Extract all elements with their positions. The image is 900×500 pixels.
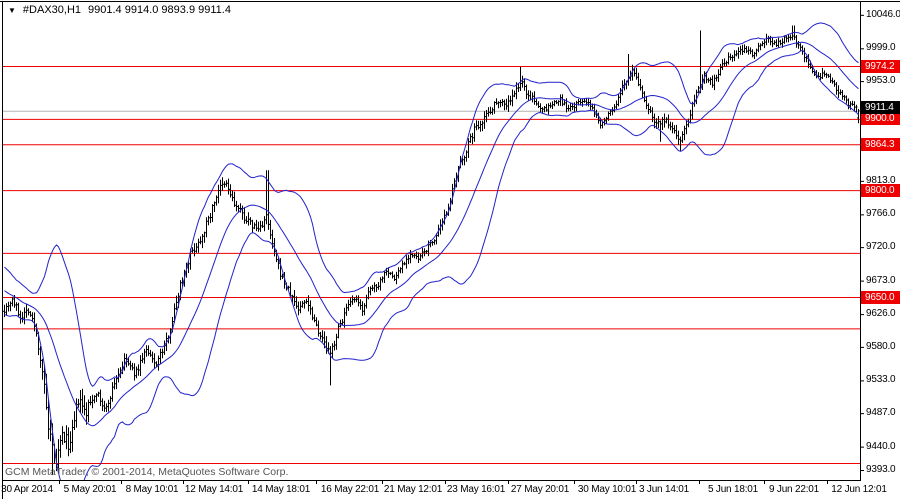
price-tick-label: 9766.0 [866, 208, 896, 220]
bollinger-lower-band [4, 49, 859, 480]
copyright-watermark: GCM MetaTrader, © 2001-2014, MetaQuotes … [5, 466, 289, 478]
price-tick-label: 9487.0 [866, 407, 896, 419]
time-tick-label: 3 Jun 14:01 [638, 484, 690, 495]
time-tick-label: 30 Apr 2014 [1, 484, 53, 495]
time-tick-label: 30 May 10:01 [577, 484, 637, 495]
time-tick-label: 9 Jun 22:01 [768, 484, 820, 495]
price-tick-label: 9580.0 [866, 340, 896, 352]
time-tick-label: 23 May 16:01 [446, 484, 506, 495]
price-axis-ticks [860, 14, 864, 471]
price-tick-label: 9626.0 [866, 308, 896, 320]
symbol-period-label: #DAX30,H1 [22, 4, 82, 16]
price-bars [4, 25, 859, 476]
price-tick-label: 9813.0 [866, 174, 896, 186]
price-bar-open-close-ticks [3, 35, 860, 465]
time-axis[interactable]: 30 Apr 2014 5 May 20:01 8 May 10:01 12 May … [0, 481, 900, 500]
time-axis-ticks [59, 480, 828, 484]
price-axis[interactable]: 10046.0 9999.0 9953.0 9813.0 9766.0 9720.0 967… [860, 0, 900, 480]
time-tick-label: 12 Jun 12:01 [831, 484, 887, 495]
bollinger-middle-band [4, 41, 859, 427]
horizontal-lines [3, 66, 860, 465]
chart-title-bar: ▼ #DAX30,H1 9901.4 9914.0 9893.9 9911.4 [8, 4, 231, 16]
price-tick-label: 10046.0 [866, 8, 900, 20]
hline-price-label: 9650.0 [861, 290, 900, 304]
price-tick-label: 9673.0 [866, 274, 896, 286]
time-tick-label: 5 Jun 18:01 [707, 484, 759, 495]
price-tick-label: 9533.0 [866, 374, 896, 386]
hline-price-label: 9974.2 [861, 59, 900, 73]
ohlc-readout: 9901.4 9914.0 9893.9 9911.4 [88, 4, 231, 16]
price-tick-label: 9393.0 [866, 464, 896, 475]
time-tick-label: 5 May 20:01 [63, 484, 117, 495]
price-tick-label: 9953.0 [866, 75, 896, 87]
bollinger-upper-band [4, 22, 859, 388]
current-price-label: 9911.4 [861, 100, 900, 114]
hline-price-label: 9800.0 [861, 183, 900, 197]
time-tick-label: 16 May 22:01 [320, 484, 380, 495]
price-tick-label: 9720.0 [866, 241, 896, 253]
time-tick-label: 27 May 20:01 [510, 484, 570, 495]
price-tick-label: 9999.0 [866, 42, 896, 54]
symbol-dropdown-icon[interactable]: ▼ [8, 5, 16, 15]
time-tick-label: 12 May 14:01 [184, 484, 244, 495]
hline-price-label: 9900.0 [861, 112, 900, 126]
time-tick-label: 8 May 10:01 [125, 484, 179, 495]
price-tick-label: 9440.0 [866, 440, 896, 452]
hline-price-label: 9864.3 [861, 137, 900, 151]
plot-contents [3, 22, 860, 480]
time-tick-label: 14 May 18:01 [251, 484, 311, 495]
time-tick-label: 21 May 12:01 [383, 484, 443, 495]
